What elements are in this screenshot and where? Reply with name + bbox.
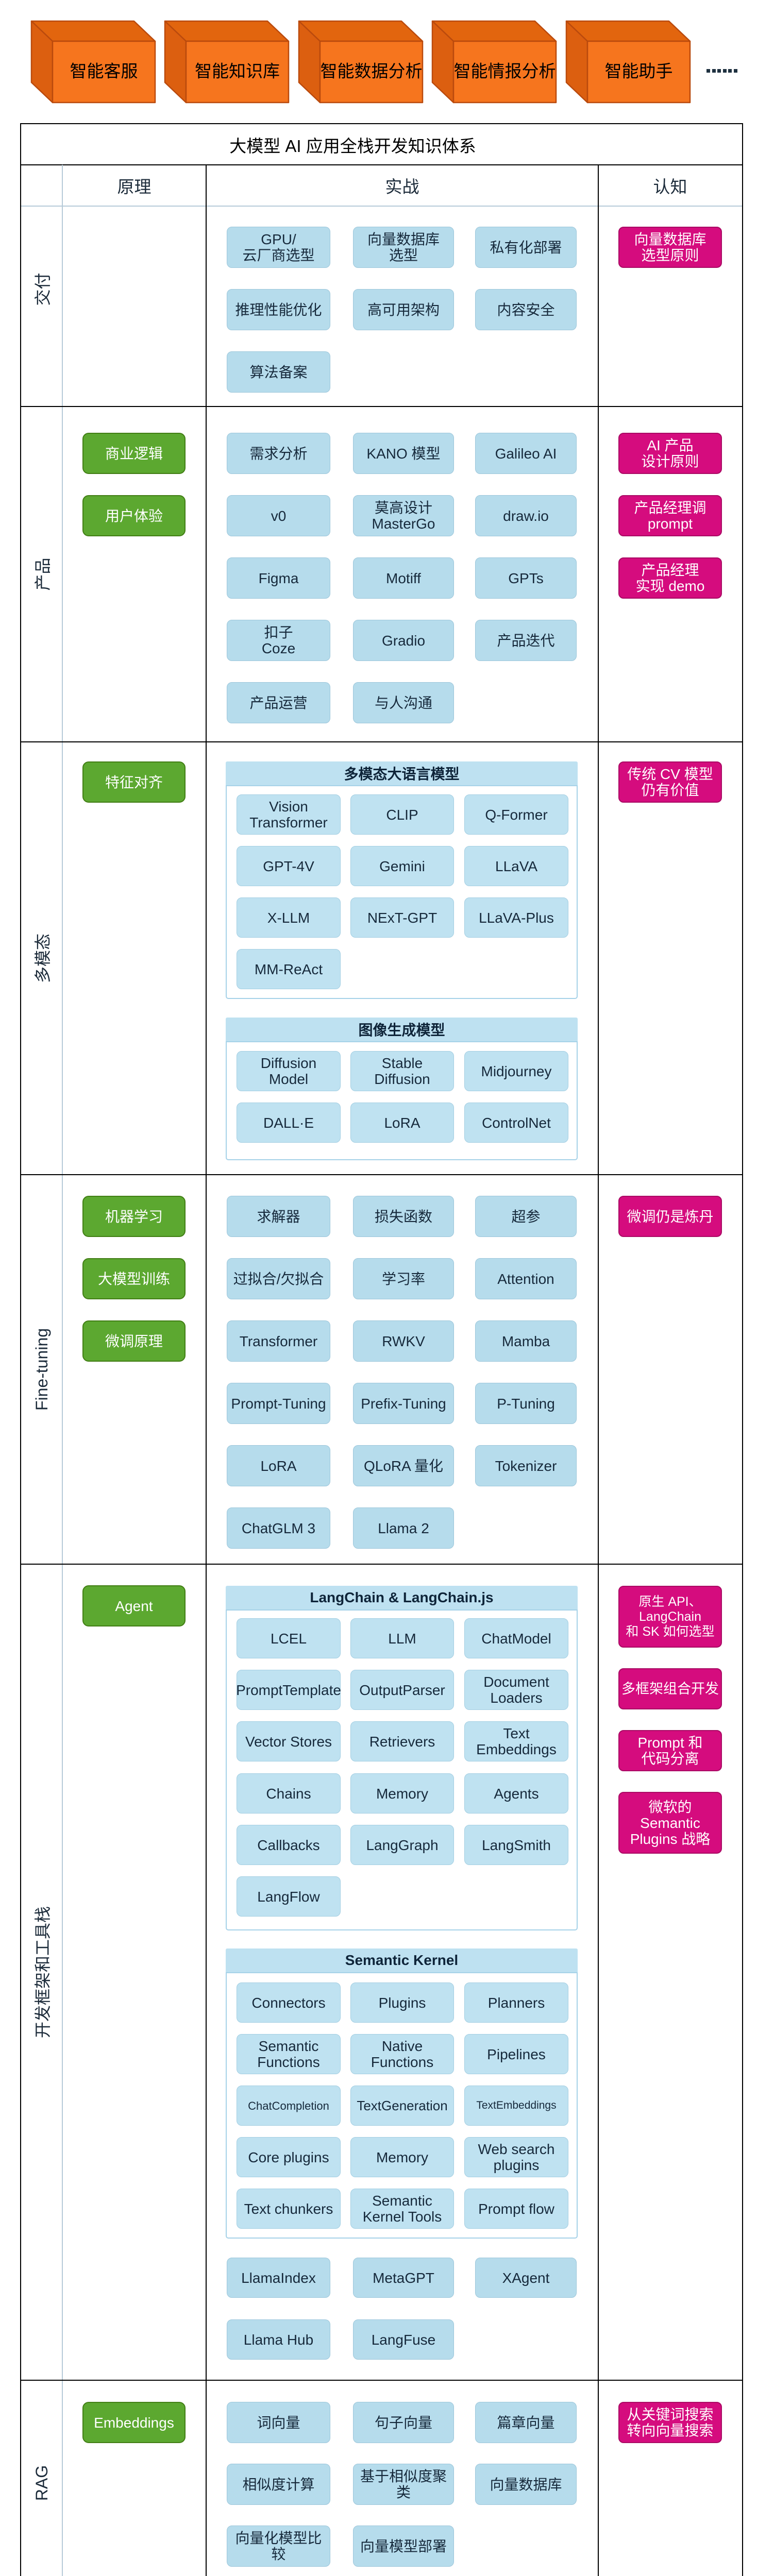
svg-text:智能情报分析: 智能情报分析 xyxy=(454,62,556,81)
svg-text:智能助手: 智能助手 xyxy=(605,62,673,81)
svg-text:智能数据分析: 智能数据分析 xyxy=(321,62,423,81)
svg-text:智能客服: 智能客服 xyxy=(70,62,138,81)
svg-text:智能知识库: 智能知识库 xyxy=(195,62,280,81)
